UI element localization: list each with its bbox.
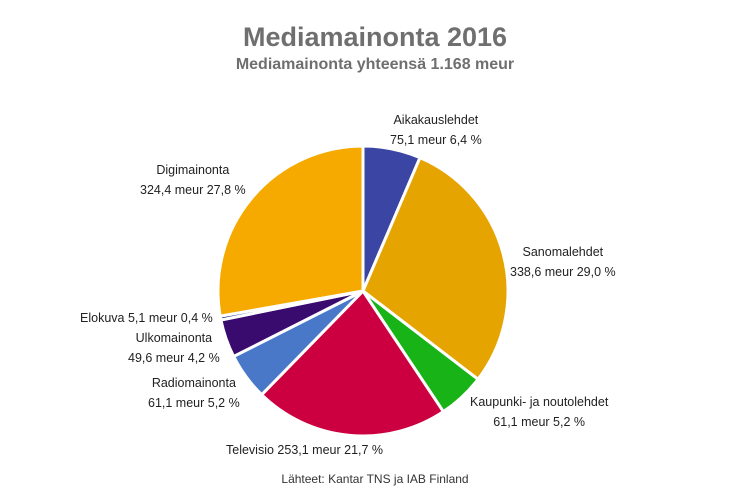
- slice-name: Kaupunki- ja noutolehdet: [470, 395, 609, 409]
- slice-name: Sanomalehdet: [522, 245, 604, 259]
- pie-slices: [216, 144, 510, 438]
- slice-value: 253,1 meur 21,7 %: [277, 443, 384, 457]
- slice-value: 61,1 meur 5,2 %: [493, 415, 586, 429]
- chart-source: Lähteet: Kantar TNS ja IAB Finland: [281, 472, 469, 486]
- pie-slice-digimainonta: [216, 144, 365, 318]
- slice-value: 61,1 meur 5,2 %: [148, 396, 240, 410]
- label-digimainonta: Digimainonta 324,4 meur 27,8 %: [140, 160, 246, 200]
- label-aikakauslehdet: Aikakauslehdet 75,1 meur 6,4 %: [390, 110, 482, 150]
- label-radiomainonta: Radiomainonta 61,1 meur 5,2 %: [148, 373, 240, 413]
- chart-subtitle: Mediamainonta yhteensä 1.168 meur: [235, 56, 515, 73]
- pie-slice-sanomalehdet: [361, 156, 510, 381]
- slice-name: Radiomainonta: [151, 376, 236, 390]
- slice-name: Televisio: [226, 443, 274, 457]
- chart-title: Mediamainonta 2016: [242, 22, 508, 52]
- label-elokuva: Elokuva 5,1 meur 0,4 %: [80, 308, 213, 328]
- slice-name: Elokuva: [80, 311, 125, 325]
- label-televisio: Televisio 253,1 meur 21,7 %: [226, 440, 383, 460]
- slice-name: Digimainonta: [156, 163, 230, 177]
- label-kaupunki-ja-noutolehdet: Kaupunki- ja noutolehdet 61,1 meur 5,2 %: [470, 392, 608, 432]
- slice-value: 324,4 meur 27,8 %: [140, 183, 246, 197]
- label-sanomalehdet: Sanomalehdet 338,6 meur 29,0 %: [510, 242, 616, 282]
- slice-name: Aikakauslehdet: [393, 113, 479, 127]
- label-ulkomainonta: Ulkomainonta 49,6 meur 4,2 %: [128, 328, 220, 368]
- slice-value: 338,6 meur 29,0 %: [510, 265, 616, 279]
- slice-value: 5,1 meur 0,4 %: [127, 311, 213, 325]
- pie-slice-televisio: [260, 289, 445, 438]
- slice-value: 75,1 meur 6,4 %: [390, 133, 482, 147]
- slice-name: Ulkomainonta: [135, 331, 213, 345]
- slice-value: 49,6 meur 4,2 %: [128, 351, 220, 365]
